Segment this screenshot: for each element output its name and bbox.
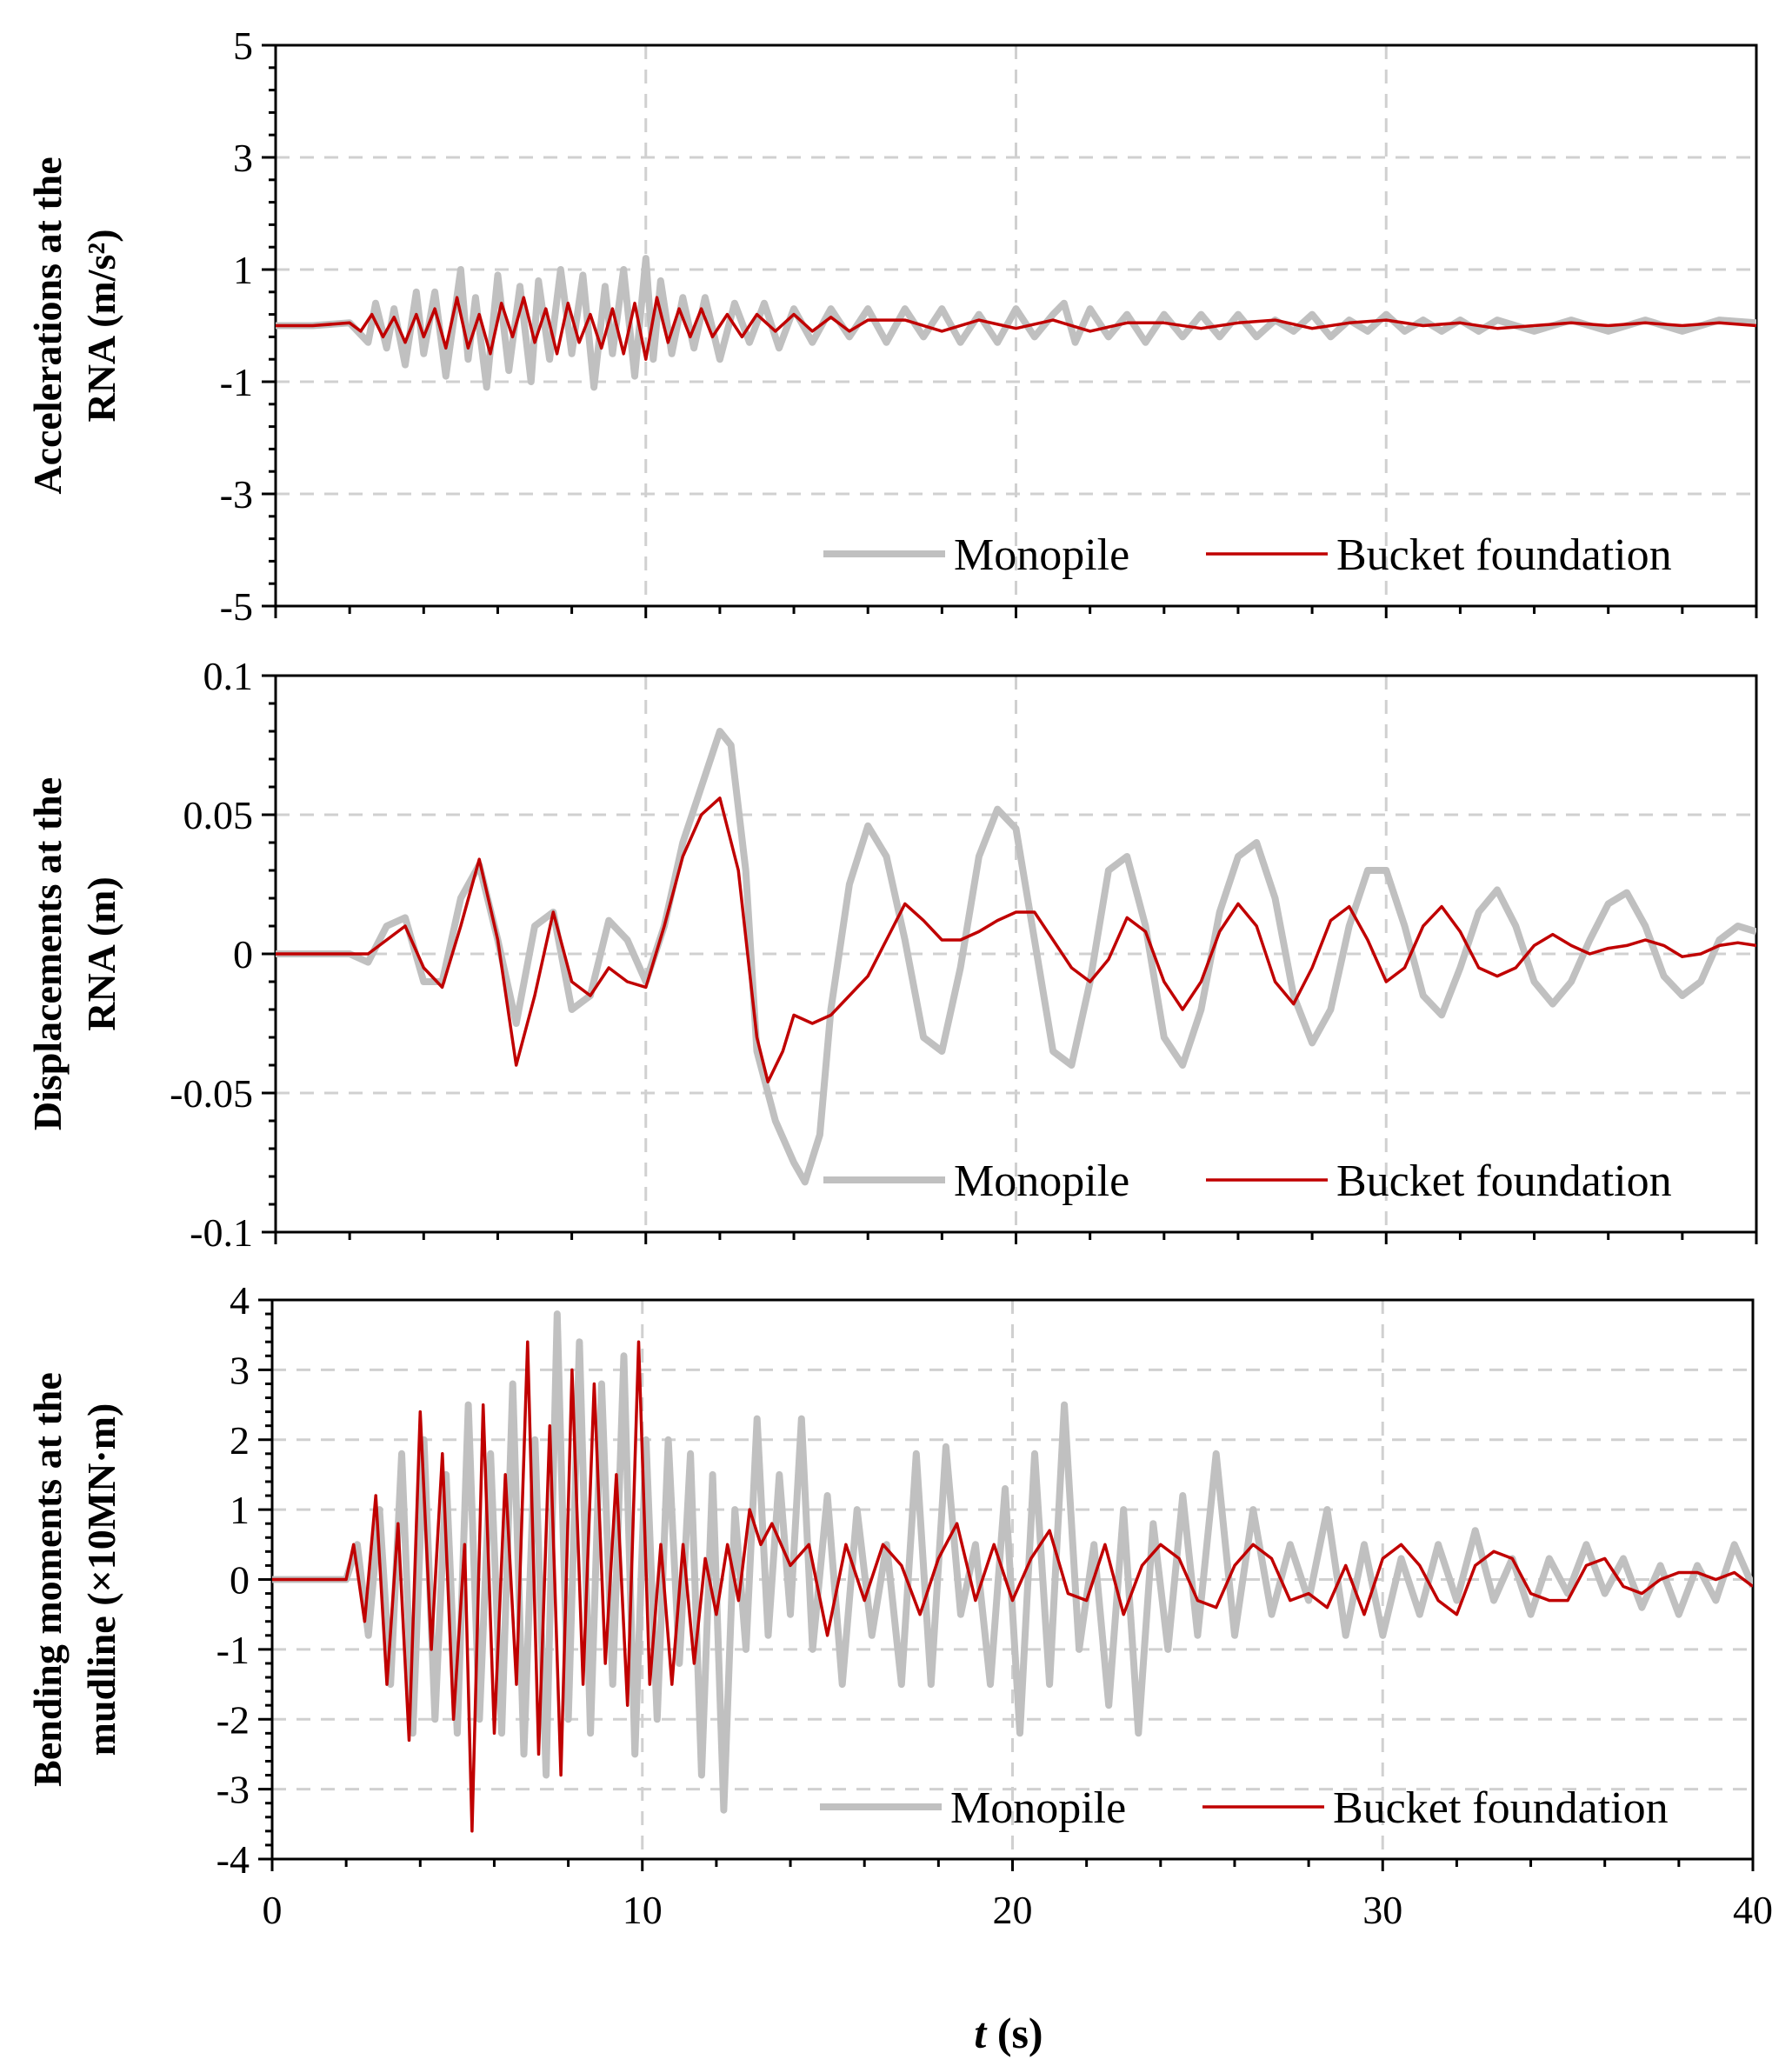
y-tick-label: -5 bbox=[220, 584, 253, 629]
y-tick-label: 0.1 bbox=[203, 654, 254, 698]
y-tick-label: 1 bbox=[233, 248, 253, 292]
y-tick-label: -1 bbox=[220, 360, 253, 404]
series-bucket-foundation-line bbox=[276, 296, 1756, 361]
y-axis-title-line1: Accelerations at the bbox=[25, 157, 70, 494]
legend-monopile-label: Monopile bbox=[950, 1783, 1126, 1833]
y-tick-label: -4 bbox=[217, 1837, 250, 1882]
legend-monopile-label: Monopile bbox=[954, 530, 1129, 580]
legend: Monopile Bucket foundation bbox=[823, 530, 1672, 580]
y-tick-label: -0.05 bbox=[170, 1071, 253, 1116]
y-tick-label: 3 bbox=[233, 136, 253, 180]
x-tick-label: 40 bbox=[1733, 1888, 1773, 1932]
svg-text:t (s): t (s) bbox=[974, 2009, 1043, 2057]
y-tick-label: -2 bbox=[217, 1697, 250, 1742]
y-axis-title-line2: RNA (m) bbox=[79, 876, 123, 1031]
series-bucket-foundation-line bbox=[276, 796, 1756, 1083]
y-tick-label: 5 bbox=[233, 23, 253, 68]
y-axis-title-line2: RNA (m/s²) bbox=[79, 229, 123, 422]
x-axis-title-unit: (s) bbox=[986, 2009, 1043, 2057]
legend-bucket-label: Bucket foundation bbox=[1336, 530, 1672, 580]
x-axis-title: t (s) bbox=[974, 2009, 1043, 2057]
series-monopile-line bbox=[272, 1310, 1753, 1814]
y-tick-label: 0.05 bbox=[183, 793, 254, 837]
y-tick-label: 0 bbox=[230, 1558, 250, 1603]
y-tick-label: -0.1 bbox=[190, 1210, 253, 1255]
legend-bucket-label: Bucket foundation bbox=[1336, 1156, 1672, 1206]
panel-displacements: 0.1 0.05 0 -0.05 -0.1 Displacements at the RNA… bbox=[25, 654, 1758, 1255]
panel-accelerations: 5 3 1 -1 -3 -5 Accelerations at the RNA (m/s²) M… bbox=[25, 23, 1758, 629]
y-tick-label: -3 bbox=[217, 1768, 250, 1812]
legend-bucket-label: Bucket foundation bbox=[1333, 1783, 1669, 1833]
y-tick-label: 1 bbox=[230, 1488, 250, 1532]
y-axis-title-line1: Bending moments at the bbox=[25, 1372, 70, 1787]
x-tick-label: 30 bbox=[1362, 1888, 1402, 1932]
x-tick-label: 0 bbox=[263, 1888, 283, 1932]
x-tick-label: 10 bbox=[623, 1888, 663, 1932]
y-tick-label: -3 bbox=[220, 472, 253, 516]
x-tick-label: 20 bbox=[993, 1888, 1033, 1932]
y-tick-label: 3 bbox=[230, 1348, 250, 1392]
series-monopile-line bbox=[276, 728, 1756, 1186]
legend-monopile-label: Monopile bbox=[954, 1156, 1129, 1206]
y-tick-label: 0 bbox=[233, 932, 253, 976]
legend: Monopile Bucket foundation bbox=[820, 1783, 1669, 1833]
y-tick-label: 2 bbox=[230, 1418, 250, 1463]
series-bucket-foundation-line bbox=[272, 1340, 1753, 1833]
x-axis-title-variable: t bbox=[974, 2009, 988, 2057]
y-axis-title-line2: mudline (×10MN·m) bbox=[79, 1403, 123, 1756]
y-axis-title-line1: Displacements at the bbox=[25, 777, 70, 1130]
y-tick-label: -1 bbox=[217, 1628, 250, 1672]
legend: Monopile Bucket foundation bbox=[823, 1156, 1672, 1206]
y-tick-label: 4 bbox=[230, 1278, 250, 1323]
